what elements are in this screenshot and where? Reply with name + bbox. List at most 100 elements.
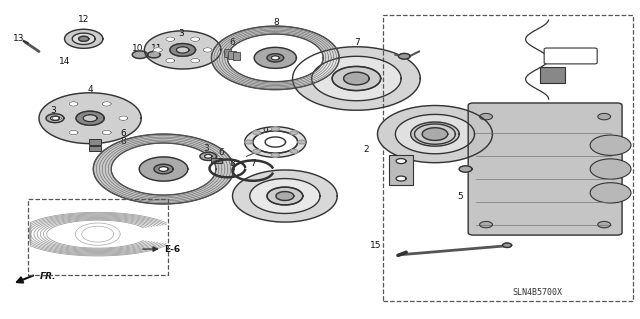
Circle shape bbox=[590, 183, 631, 203]
Text: 6: 6 bbox=[120, 129, 126, 138]
Polygon shape bbox=[332, 66, 381, 91]
Polygon shape bbox=[102, 130, 111, 135]
Polygon shape bbox=[253, 149, 260, 153]
Polygon shape bbox=[292, 47, 420, 110]
Text: 8: 8 bbox=[274, 18, 280, 27]
Polygon shape bbox=[396, 115, 474, 154]
Polygon shape bbox=[76, 111, 104, 125]
Polygon shape bbox=[51, 116, 60, 121]
Polygon shape bbox=[298, 140, 306, 144]
Polygon shape bbox=[132, 51, 148, 58]
Polygon shape bbox=[154, 48, 163, 52]
Polygon shape bbox=[232, 170, 337, 222]
Text: 1: 1 bbox=[406, 165, 412, 174]
Text: SLN4B5700X: SLN4B5700X bbox=[512, 288, 562, 297]
Polygon shape bbox=[170, 44, 195, 56]
Polygon shape bbox=[159, 167, 168, 171]
Polygon shape bbox=[502, 243, 511, 248]
Polygon shape bbox=[72, 33, 95, 45]
Polygon shape bbox=[271, 153, 279, 157]
Polygon shape bbox=[290, 131, 298, 135]
Polygon shape bbox=[227, 34, 323, 82]
Polygon shape bbox=[399, 53, 410, 59]
Bar bbox=[211, 158, 222, 163]
Bar bbox=[223, 49, 231, 57]
Polygon shape bbox=[166, 37, 175, 41]
Polygon shape bbox=[312, 56, 401, 101]
Polygon shape bbox=[415, 124, 456, 144]
Text: 7: 7 bbox=[250, 159, 256, 168]
Polygon shape bbox=[39, 93, 141, 144]
Polygon shape bbox=[170, 44, 195, 56]
Polygon shape bbox=[102, 102, 111, 106]
Polygon shape bbox=[460, 166, 472, 172]
Bar bbox=[90, 145, 101, 151]
Polygon shape bbox=[46, 114, 64, 123]
Polygon shape bbox=[271, 56, 280, 60]
Text: 8: 8 bbox=[120, 137, 126, 145]
Polygon shape bbox=[203, 48, 212, 52]
Polygon shape bbox=[479, 221, 492, 228]
Text: 4: 4 bbox=[87, 85, 93, 94]
Polygon shape bbox=[69, 102, 78, 106]
Bar bbox=[540, 67, 564, 83]
Polygon shape bbox=[422, 128, 448, 140]
Polygon shape bbox=[479, 114, 492, 120]
Polygon shape bbox=[244, 127, 306, 157]
Text: E-6: E-6 bbox=[164, 245, 180, 254]
Text: 10: 10 bbox=[132, 44, 144, 54]
Polygon shape bbox=[250, 179, 320, 213]
Polygon shape bbox=[271, 127, 279, 131]
Polygon shape bbox=[290, 149, 298, 153]
Polygon shape bbox=[332, 66, 381, 91]
Polygon shape bbox=[176, 47, 189, 53]
Text: FR.: FR. bbox=[40, 272, 57, 281]
Text: 11: 11 bbox=[152, 44, 163, 53]
Polygon shape bbox=[598, 221, 611, 228]
Polygon shape bbox=[267, 187, 303, 205]
Polygon shape bbox=[76, 111, 104, 125]
FancyBboxPatch shape bbox=[468, 103, 622, 235]
Text: 15: 15 bbox=[371, 241, 382, 250]
Polygon shape bbox=[598, 114, 611, 120]
Text: 2: 2 bbox=[363, 145, 369, 154]
Polygon shape bbox=[140, 157, 188, 181]
Text: 13: 13 bbox=[13, 34, 24, 43]
Bar bbox=[90, 139, 101, 145]
Polygon shape bbox=[148, 51, 161, 58]
Polygon shape bbox=[204, 154, 212, 158]
Polygon shape bbox=[254, 48, 296, 68]
Text: 5: 5 bbox=[458, 192, 463, 202]
Polygon shape bbox=[245, 140, 253, 144]
Text: 14: 14 bbox=[59, 56, 70, 65]
Bar bbox=[389, 155, 413, 185]
Text: 3: 3 bbox=[178, 29, 184, 38]
Polygon shape bbox=[166, 58, 175, 63]
Text: B-60: B-60 bbox=[558, 50, 583, 60]
Polygon shape bbox=[93, 134, 234, 204]
Text: 9: 9 bbox=[263, 127, 269, 136]
Polygon shape bbox=[211, 26, 339, 90]
Polygon shape bbox=[200, 152, 216, 160]
Text: 8: 8 bbox=[229, 159, 235, 168]
Text: 12: 12 bbox=[78, 15, 90, 24]
Polygon shape bbox=[79, 36, 89, 41]
Bar bbox=[232, 52, 240, 60]
Text: 3: 3 bbox=[50, 106, 56, 115]
Circle shape bbox=[590, 159, 631, 179]
Text: 7: 7 bbox=[354, 38, 360, 47]
Polygon shape bbox=[154, 164, 173, 174]
FancyBboxPatch shape bbox=[544, 48, 597, 64]
Polygon shape bbox=[69, 130, 78, 135]
Polygon shape bbox=[411, 122, 460, 146]
Polygon shape bbox=[267, 54, 284, 62]
Polygon shape bbox=[344, 72, 369, 85]
Bar bbox=[228, 50, 236, 59]
Circle shape bbox=[590, 135, 631, 155]
Polygon shape bbox=[276, 192, 294, 200]
Polygon shape bbox=[378, 106, 492, 163]
Polygon shape bbox=[191, 37, 200, 41]
Polygon shape bbox=[111, 143, 216, 195]
Polygon shape bbox=[396, 176, 406, 181]
Polygon shape bbox=[65, 29, 103, 48]
